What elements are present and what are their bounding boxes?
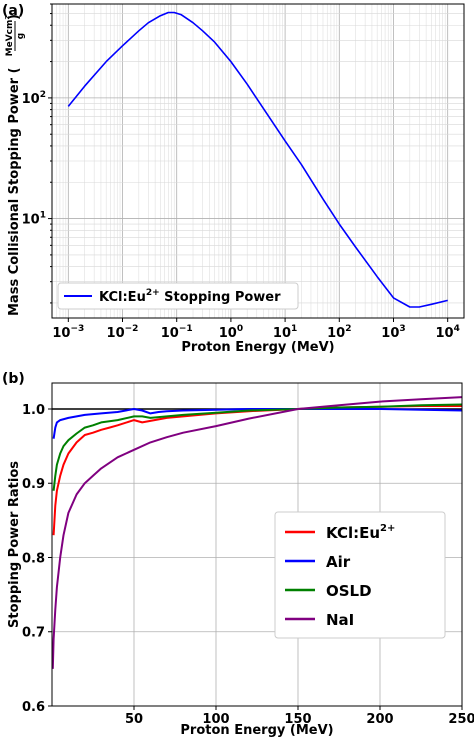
chart-b-x-tick-label: 50 (125, 712, 143, 727)
chart-b-y-tick-label: 1.0 (22, 403, 45, 418)
chart-b-legend: KCl:Eu2+ Air OSLD NaI (274, 511, 446, 639)
chart-a-y-tick-label: 102 (22, 90, 46, 107)
chart-a-x-tick-label: 103 (381, 324, 405, 341)
chart-a-x-tick-label-exp: 0 (237, 324, 243, 334)
chart-b-series-line-nai (51, 396, 463, 669)
chart-a-y-axis-label-close: ) (7, 14, 22, 20)
chart-b: (b) 50 100 150 200 250 0.6 0.7 0.8 0.9 1.0 Proton… (2, 371, 474, 737)
chart-a-legend-label: KCl:Eu2+ Stopping Power (99, 288, 281, 305)
chart-b-x-tick-label: 100 (202, 712, 229, 727)
chart-a-y-tick-label-exp: 2 (40, 90, 46, 100)
chart-a-legend-box (57, 282, 299, 310)
chart-a-x-tick-label-base: 10 (273, 326, 291, 341)
chart-b-legend-label: Air (326, 553, 351, 571)
chart-a-x-tick-label: 100 (219, 324, 243, 341)
chart-a-x-tick-label: 101 (273, 324, 297, 341)
chart-a-lines (67, 11, 448, 308)
chart-a-x-tick-label-exp: 3 (399, 324, 405, 334)
chart-a-y-tick-label-base: 10 (22, 92, 40, 107)
chart-a-x-tick-label: 10−2 (107, 324, 139, 341)
chart-b-x-tick-label: 200 (366, 712, 393, 727)
chart-a-x-tick-label-base: 10 (327, 326, 345, 341)
chart-a-x-tick-label: 104 (436, 324, 460, 341)
chart-b-legend-box (274, 511, 446, 639)
chart-a-x-tick-label: 10−1 (161, 324, 193, 341)
chart-a-x-tick-label-base: 10 (381, 326, 399, 341)
chart-b-legend-label-main: Air (326, 553, 351, 571)
chart-b-lines (51, 396, 463, 669)
chart-b-legend-label: OSLD (326, 582, 372, 600)
chart-b-ticks: 50 100 150 200 250 0.6 0.7 0.8 0.9 1.0 (22, 403, 474, 727)
chart-a-y-axis-label-numerator: MeVcm² (5, 16, 15, 57)
chart-a-y-axis-label: Mass Collisional Stopping Power ( MeVcm²… (5, 14, 26, 316)
chart-b-legend-label-main: NaI (326, 611, 354, 629)
chart-a-legend-label-rest: Stopping Power (160, 290, 281, 305)
chart-a-x-tick-label-base: 10 (219, 326, 237, 341)
chart-b-y-tick-label: 0.8 (22, 551, 45, 566)
chart-b-legend-label: KCl:Eu2+ (326, 523, 395, 542)
chart-a-x-axis-label: Proton Energy (MeV) (181, 340, 334, 355)
chart-a-grid (51, 3, 465, 318)
chart-a-x-tick-label-exp: −1 (179, 324, 193, 334)
chart-a-x-tick-label-exp: 1 (291, 324, 297, 334)
chart-b-x-tick-label: 150 (284, 712, 311, 727)
chart-b-y-axis-label: Stopping Power Ratios (7, 461, 22, 628)
chart-b-legend-label-sup: 2+ (380, 523, 395, 534)
chart-a-x-tick-label-base: 10 (436, 326, 454, 341)
chart-a-legend-label-main: KCl:Eu (99, 290, 146, 305)
chart-a-x-tick-label-exp: −3 (70, 324, 84, 334)
chart-a-x-tick-label-base: 10 (161, 326, 179, 341)
chart-a-x-tick-label-exp: 4 (454, 324, 460, 334)
panel-b-label: (b) (2, 371, 25, 387)
chart-b-frame (51, 382, 463, 707)
chart-a-x-tick-label-exp: 2 (345, 324, 351, 334)
chart-a-x-tick-label-base: 10 (107, 326, 125, 341)
chart-b-y-tick-label: 0.7 (22, 626, 45, 641)
chart-a-y-tick-label: 101 (22, 211, 46, 228)
chart-a-y-axis-label-denominator: g (16, 33, 26, 39)
chart-b-y-tick-label: 0.6 (22, 700, 45, 715)
chart-b-legend-label-main: OSLD (326, 582, 372, 600)
chart-b-x-tick-label: 250 (448, 712, 474, 727)
chart-a-y-tick-label-exp: 1 (40, 211, 46, 221)
chart-b-legend-label-main: KCl:Eu (326, 524, 380, 542)
chart-a-y-axis-label-main: Mass Collisional Stopping Power ( (7, 67, 22, 316)
chart-a-x-tick-label-exp: −2 (125, 324, 139, 334)
chart-a-y-tick-label-base: 10 (22, 213, 40, 228)
chart-b-series-line-air (52, 408, 463, 439)
chart-a-series-line-0 (67, 11, 448, 308)
chart-b-legend-items: KCl:Eu2+ Air OSLD NaI (285, 523, 395, 629)
chart-a-x-tick-label: 10−3 (52, 324, 84, 341)
chart-b-x-axis-label: Proton Energy (MeV) (180, 723, 333, 737)
chart-b-y-tick-label: 0.9 (22, 477, 45, 492)
chart-b-legend-label: NaI (326, 611, 354, 629)
chart-a-x-tick-label-base: 10 (52, 326, 70, 341)
chart-a-legend: KCl:Eu2+ Stopping Power (57, 282, 299, 310)
chart-a-x-tick-label: 102 (327, 324, 351, 341)
panel-a-label: (a) (2, 3, 24, 19)
chart-a-legend-label-sup: 2+ (146, 288, 160, 298)
